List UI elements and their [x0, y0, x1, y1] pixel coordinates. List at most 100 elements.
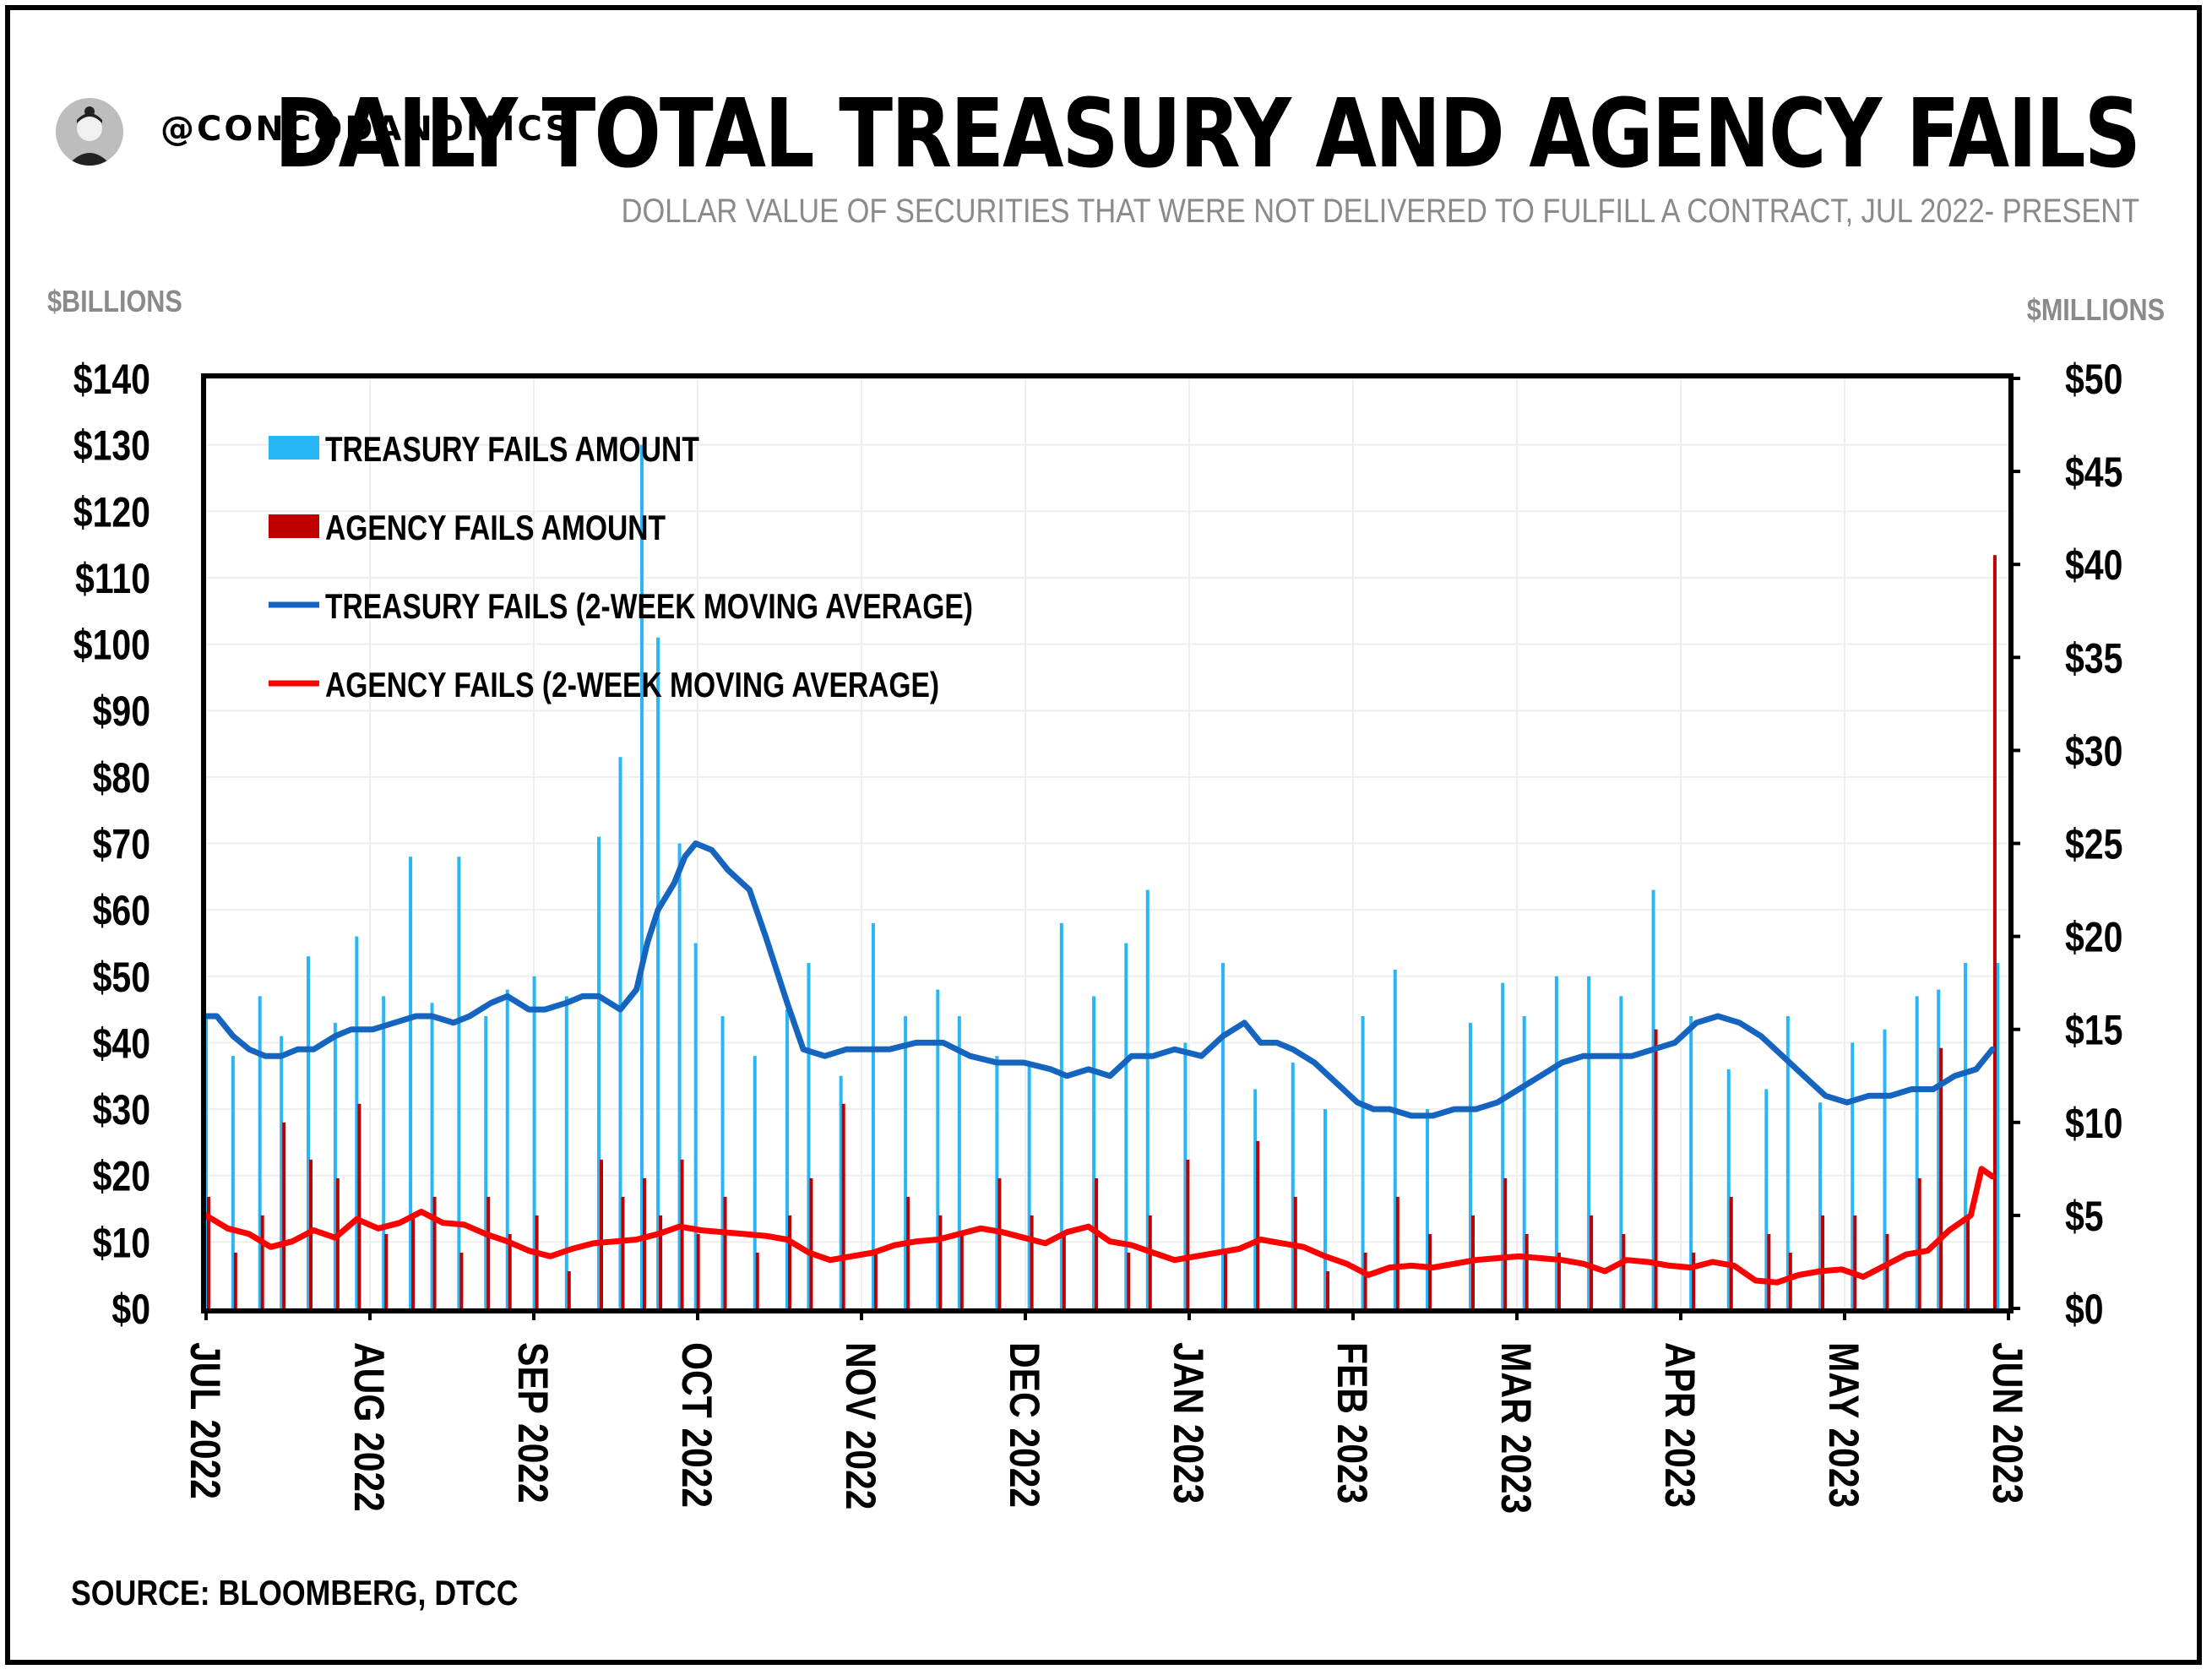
left-axis-tick-label: $70 — [93, 821, 150, 868]
treasury-bar — [1220, 963, 1225, 1308]
moving-average-lines — [203, 840, 1996, 1286]
author-handle: @CONCODANOMICS — [160, 110, 573, 149]
agency-bar — [411, 1215, 416, 1308]
treasury-bar — [1291, 1063, 1295, 1308]
treasury-bar — [693, 943, 698, 1308]
treasury-bar — [1393, 969, 1397, 1308]
treasury-bar — [333, 1022, 337, 1308]
treasury-bar — [505, 989, 509, 1308]
agency-bar — [260, 1215, 264, 1308]
treasury-bar — [677, 843, 682, 1308]
x-axis-tick-label: JUN 2023 — [1984, 1342, 2031, 1504]
treasury-bar — [1651, 889, 1655, 1308]
treasury-bar — [1587, 976, 1591, 1308]
right-axis-ticks: $0 $5 $10 $15 $20 $25 $30 $35 $40 $45 $50 — [2008, 356, 2122, 1333]
legend-label: TREASURY FAILS (2-WEEK MOVING AVERAGE) — [325, 588, 973, 627]
right-axis-tick-label: $40 — [2065, 541, 2122, 589]
left-axis-ticks: $0 $10 $20 $30 $40 $50 $60 $70 $80 $90 $100 $110 $12… — [73, 356, 150, 1333]
right-axis-tick-label: $10 — [2065, 1100, 2122, 1147]
agency-bar — [1966, 1215, 1970, 1308]
left-axis-tick-label: $50 — [93, 954, 150, 1001]
left-axis-tick-label: $20 — [93, 1153, 150, 1200]
legend: TREASURY FAILS AMOUNT AGENCY FAILS AMOUNT… — [269, 431, 973, 705]
treasury-ma-line — [203, 840, 1996, 1119]
agency-bar — [1524, 1233, 1529, 1308]
treasury-bar — [807, 963, 811, 1308]
agency-bar — [680, 1159, 684, 1308]
agency-bar — [282, 1122, 286, 1308]
x-axis-tick-label: MAY 2023 — [1820, 1342, 1867, 1508]
treasury-bar — [957, 1015, 961, 1308]
left-axis-tick-label: $90 — [93, 688, 150, 735]
right-axis-tick-label: $30 — [2065, 728, 2122, 775]
right-axis-tick-label: $0 — [2065, 1286, 2104, 1333]
agency-bar — [755, 1252, 759, 1308]
agency-bar — [1503, 1177, 1508, 1308]
treasury-bar — [382, 996, 386, 1308]
treasury-bar — [1145, 889, 1149, 1308]
agency-bar — [621, 1196, 625, 1308]
treasury-bar — [1964, 963, 1968, 1308]
treasury-bar — [1323, 1109, 1327, 1308]
right-axis-tick-label: $50 — [2065, 356, 2122, 403]
agency-bar — [787, 1215, 791, 1308]
agency-ma-line — [203, 1166, 1996, 1286]
right-axis-tick-label: $25 — [2065, 821, 2122, 868]
agency-bar — [535, 1215, 539, 1308]
agency-bar — [841, 1103, 845, 1308]
treasury-bar — [1522, 1015, 1526, 1308]
agency-bar — [696, 1233, 700, 1308]
agency-bar — [723, 1196, 727, 1308]
treasury-bar — [1883, 1029, 1887, 1308]
agency-bar — [1428, 1233, 1432, 1308]
agency-bar — [1654, 1029, 1658, 1308]
left-axis-tick-label: $140 — [73, 356, 150, 403]
treasury-bar — [936, 989, 940, 1308]
agency-bar — [809, 1177, 813, 1308]
agency-bar — [1293, 1196, 1297, 1308]
agency-bar — [1692, 1252, 1696, 1308]
treasury-bar — [409, 857, 413, 1308]
source-note: SOURCE: BLOOMBERG, DTCC — [71, 1573, 519, 1612]
x-axis-tick-label: SEP 2022 — [509, 1342, 557, 1504]
left-axis-tick-label: $100 — [73, 622, 150, 669]
left-axis-tick-label: $30 — [93, 1086, 150, 1134]
agency-bar — [1256, 1140, 1260, 1308]
left-axis-tick-label: $80 — [93, 754, 150, 802]
treasury-bar — [1554, 976, 1558, 1308]
treasury-bar — [231, 1056, 235, 1308]
x-axis-tick-label: JAN 2023 — [1165, 1342, 1212, 1504]
right-axis-tick-label: $5 — [2065, 1193, 2104, 1240]
right-axis-unit: $MILLIONS — [2026, 292, 2165, 327]
agency-bar — [1917, 1177, 1921, 1308]
agency-bar — [567, 1270, 571, 1308]
treasury-bar — [1468, 1022, 1472, 1308]
treasury-bar — [1785, 1015, 1790, 1308]
left-axis-tick-label: $130 — [73, 422, 150, 470]
treasury-bar — [785, 1009, 789, 1308]
treasury-bar — [1426, 1109, 1430, 1308]
treasury-bar — [1361, 1015, 1365, 1308]
x-axis-tick-label: NOV 2022 — [837, 1342, 884, 1509]
x-axis-tick-label: MAR 2023 — [1492, 1342, 1540, 1514]
treasury-bar — [1124, 943, 1128, 1308]
treasury-bar — [1851, 1042, 1855, 1308]
agency-bar — [1395, 1196, 1399, 1308]
legend-swatch — [269, 514, 319, 538]
agency-bar — [873, 1252, 878, 1308]
left-axis-tick-label: $110 — [75, 555, 150, 602]
agency-bar — [1590, 1215, 1594, 1308]
agency-bar — [1363, 1252, 1367, 1308]
treasury-bar — [597, 836, 601, 1308]
treasury-bar — [430, 1003, 434, 1308]
agency-bar — [233, 1252, 237, 1308]
treasury-bar — [1996, 963, 2000, 1308]
agency-bar — [1729, 1196, 1733, 1308]
agency-bar — [508, 1233, 512, 1308]
agency-bar — [1148, 1215, 1152, 1308]
treasury-bar — [904, 1015, 908, 1308]
treasury-bar — [1027, 1063, 1031, 1308]
treasury-bar — [639, 444, 644, 1308]
agency-bars — [207, 555, 1997, 1308]
left-axis-tick-label: $120 — [73, 488, 150, 536]
